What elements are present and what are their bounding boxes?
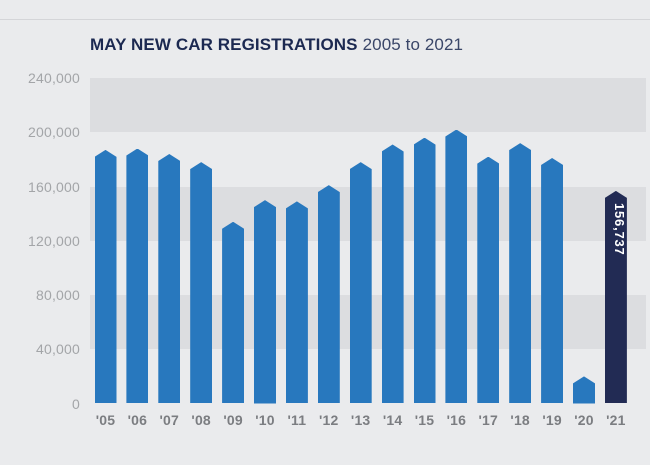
- bar-20: [573, 376, 595, 404]
- x-tick-label: '09: [223, 412, 243, 428]
- top-divider-line: [0, 19, 650, 20]
- chart-title-range: 2005 to 2021: [362, 35, 464, 54]
- x-tick-label: '05: [95, 412, 116, 428]
- x-tick-label: '19: [542, 412, 562, 428]
- bar-17: [477, 156, 500, 404]
- bar-09: [222, 221, 245, 404]
- bar-12: [317, 185, 340, 404]
- x-tick-label: '17: [478, 412, 499, 428]
- y-tick-label: 80,000: [35, 287, 80, 303]
- x-tick-label: '18: [510, 412, 530, 428]
- y-tick-label: 40,000: [35, 341, 80, 358]
- bar-15: [413, 137, 436, 404]
- grid-band: [90, 78, 646, 133]
- highlight-bar-value-label: 156,737: [611, 202, 627, 256]
- x-tick-label: '14: [382, 412, 403, 428]
- bar-11: [285, 201, 308, 404]
- bar-10: [254, 200, 276, 404]
- x-tick-label: '15: [414, 412, 435, 428]
- chart-title-main: MAY NEW CAR REGISTRATIONS: [90, 35, 358, 54]
- x-tick-label: '08: [191, 412, 211, 428]
- y-tick-label: 0: [72, 395, 80, 412]
- y-tick-label: 240,000: [27, 70, 80, 86]
- x-tick-label: '13: [350, 412, 371, 428]
- bar-19: [541, 158, 564, 404]
- bar-13: [349, 162, 372, 404]
- x-tick-label: '20: [574, 412, 594, 428]
- bar-06: [126, 148, 149, 404]
- bar-14: [381, 144, 404, 404]
- bar-05: [94, 149, 117, 404]
- x-tick-label: '12: [319, 412, 339, 428]
- x-tick-label: '11: [287, 412, 307, 428]
- bar-21: 156,737: [604, 190, 627, 404]
- y-tick-label: 160,000: [27, 178, 80, 195]
- bar-07: [158, 153, 181, 404]
- x-tick-label: '10: [255, 412, 275, 428]
- chart-title: MAY NEW CAR REGISTRATIONS 2005 to 2021: [90, 35, 464, 55]
- bar-18: [509, 143, 532, 404]
- bar-16: [445, 129, 468, 404]
- x-tick-label: '16: [446, 412, 467, 428]
- x-tick-label: '07: [159, 412, 180, 428]
- y-tick-label: 200,000: [27, 124, 80, 141]
- bar-08: [190, 162, 213, 404]
- x-tick-label: '21: [606, 412, 626, 428]
- y-tick-label: 120,000: [27, 232, 80, 249]
- x-tick-label: '06: [127, 412, 148, 428]
